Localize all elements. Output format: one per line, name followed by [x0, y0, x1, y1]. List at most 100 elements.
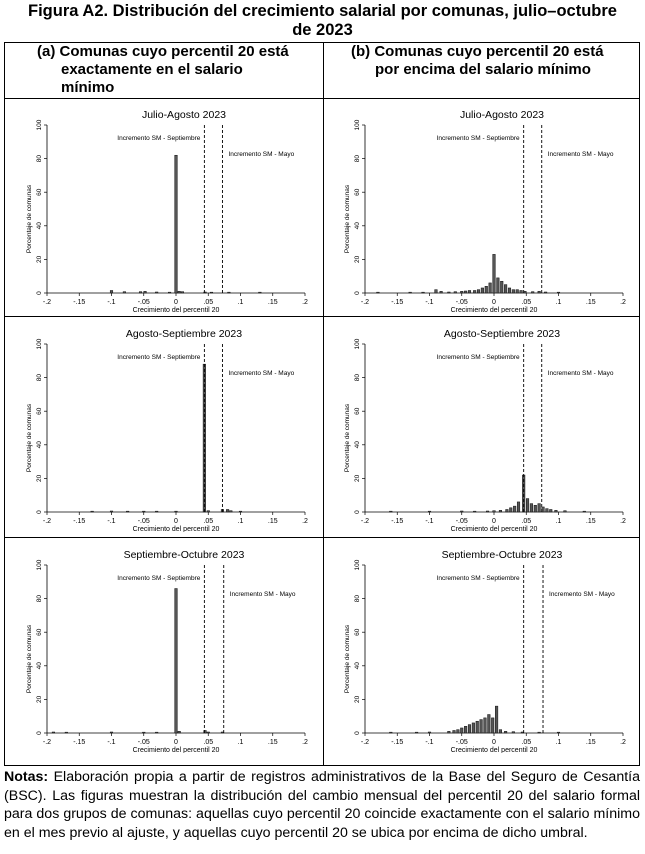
histogram-bar [174, 510, 178, 513]
histogram-bar [447, 291, 451, 294]
histogram-bar [484, 286, 488, 294]
y-tick-label: 80 [36, 595, 43, 603]
histogram-bar [498, 510, 502, 513]
histogram-bar [471, 722, 475, 734]
row-divider-1 [5, 316, 639, 317]
histogram-bar [515, 289, 519, 294]
threshold-label-mayo: Incremento SM - Mayo [548, 151, 614, 158]
histogram-bar [491, 717, 495, 734]
figure-title-line1: Figura A2. Distribución del crecimiento … [28, 2, 617, 20]
y-tick-label: 20 [354, 474, 361, 482]
y-tick-label: 60 [354, 628, 361, 636]
y-tick-label: 20 [36, 474, 43, 482]
histogram-bar [203, 730, 207, 734]
histogram-bar [452, 730, 456, 734]
threshold-label-septiembre: Incremento SM - Septiembre [117, 135, 200, 142]
histogram-bar [389, 510, 393, 513]
histogram-bar [537, 503, 541, 513]
y-tick-label: 100 [354, 119, 361, 130]
histogram-bar [109, 731, 114, 734]
x-tick-label: -.2 [43, 518, 51, 525]
histogram-bar [155, 731, 159, 734]
histogram-bar [556, 291, 561, 294]
histogram-bar [473, 290, 477, 294]
x-axis-label: Crecimiento del percentil 20 [133, 747, 220, 753]
notes-label: Notas: [4, 769, 49, 785]
column-divider [323, 43, 324, 765]
histogram-bar [434, 289, 438, 294]
x-tick-label: -.15 [391, 739, 403, 746]
histogram-bar [227, 291, 231, 294]
y-tick-label: 0 [36, 731, 43, 735]
histogram-bar [483, 717, 487, 734]
x-tick-label: -.15 [391, 299, 403, 306]
histogram-bar [427, 731, 432, 734]
histogram-bar [519, 290, 523, 294]
histogram-bar [498, 729, 502, 734]
figure-title-line2: de 2023 [292, 21, 353, 39]
x-tick-label: -.15 [73, 739, 85, 746]
chart-title: Agosto-Septiembre 2023 [444, 328, 560, 340]
y-axis-label: Porcentaje de comunas [26, 184, 33, 253]
y-tick-label: 100 [36, 559, 43, 570]
histogram-bar [126, 510, 130, 513]
histogram-bar [456, 729, 460, 734]
histogram-bar [479, 719, 483, 734]
histogram-a-julio-agosto: Julio-Agosto 2023 0 20 40 60 80 100 -.2 -.15 -.1 -… [19, 103, 311, 313]
histogram-bar [487, 714, 491, 734]
x-tick-label: 0 [174, 739, 178, 746]
histogram-bar [511, 731, 515, 734]
y-tick-label: 40 [36, 441, 43, 449]
x-tick-label: .2 [302, 518, 308, 525]
notes-text: Elaboración propia a partir de registros… [4, 769, 640, 841]
x-tick-label: 0 [492, 299, 496, 306]
figure-title: Figura A2. Distribución del crecimiento … [0, 2, 645, 40]
y-tick-label: 0 [36, 510, 43, 514]
histogram-bar [453, 291, 457, 294]
x-tick-label: -.2 [361, 739, 369, 746]
threshold-label-mayo: Incremento SM - Mayo [228, 151, 294, 158]
histogram-bar [504, 284, 508, 294]
histogram-bar [168, 291, 172, 294]
histogram-bar [475, 720, 479, 734]
x-tick-label: .15 [586, 739, 596, 746]
y-axis-label: Porcentaje de comunas [344, 403, 351, 472]
histogram-bar [177, 731, 181, 734]
x-tick-label: -.05 [138, 518, 150, 525]
histogram-bar [174, 154, 178, 294]
x-tick-label: -.1 [425, 518, 433, 525]
chart-svg: Julio-Agosto 2023 0 20 40 60 80 100 -.2 -.15 -.1 -… [26, 109, 308, 313]
x-tick-label: .2 [302, 739, 308, 746]
x-tick-label: .1 [238, 518, 244, 525]
y-tick-label: 20 [36, 255, 43, 263]
threshold-label-septiembre: Incremento SM - Septiembre [437, 135, 520, 142]
histogram-bar [203, 291, 207, 294]
x-tick-label: .05 [521, 739, 531, 746]
x-tick-label: .15 [268, 518, 278, 525]
histogram-bar [504, 731, 508, 734]
histogram-bar [229, 510, 233, 513]
threshold-label-mayo: Incremento SM - Mayo [548, 370, 614, 377]
histogram-bar [206, 731, 210, 734]
x-tick-label: .1 [238, 739, 244, 746]
histogram-bar [389, 731, 393, 734]
histogram-bar [467, 724, 472, 734]
histogram-bar [226, 509, 230, 513]
x-tick-label: 0 [174, 299, 178, 306]
x-tick-label: .2 [620, 518, 626, 525]
x-tick-label: -.15 [73, 299, 85, 306]
histogram-bar [516, 501, 521, 513]
y-tick-label: 80 [354, 155, 361, 163]
histogram-bar [526, 498, 530, 513]
histogram-bar [531, 291, 535, 294]
histogram-bar [206, 510, 210, 513]
histogram-bar [90, 510, 94, 513]
histogram-bar [122, 291, 126, 294]
x-tick-label: -.05 [456, 518, 468, 525]
y-tick-label: 40 [354, 222, 361, 230]
histogram-bar [177, 291, 181, 294]
x-tick-label: .05 [203, 518, 213, 525]
histogram-bar [138, 291, 143, 294]
y-tick-label: 60 [36, 407, 43, 415]
y-tick-label: 40 [354, 662, 361, 670]
